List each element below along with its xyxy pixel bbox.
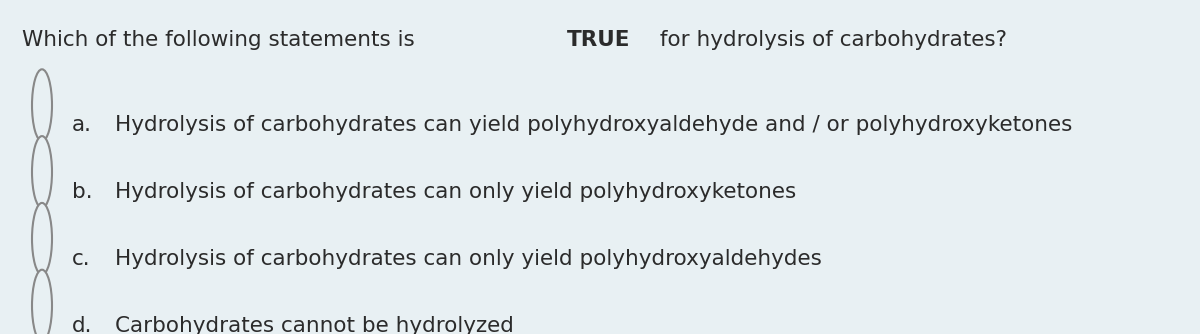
Text: Hydrolysis of carbohydrates can only yield polyhydroxyketones: Hydrolysis of carbohydrates can only yie… [115, 182, 797, 202]
Ellipse shape [32, 270, 52, 334]
Text: Hydrolysis of carbohydrates can only yield polyhydroxyaldehydes: Hydrolysis of carbohydrates can only yie… [115, 249, 822, 269]
Text: d.: d. [72, 316, 92, 334]
Text: Which of the following statements is: Which of the following statements is [22, 30, 421, 50]
Ellipse shape [32, 136, 52, 208]
Text: TRUE: TRUE [566, 30, 630, 50]
Text: a.: a. [72, 115, 92, 135]
Text: b.: b. [72, 182, 92, 202]
Text: Hydrolysis of carbohydrates can yield polyhydroxyaldehyde and / or polyhydroxyke: Hydrolysis of carbohydrates can yield po… [115, 115, 1073, 135]
Text: for hydrolysis of carbohydrates?: for hydrolysis of carbohydrates? [653, 30, 1007, 50]
Text: Carbohydrates cannot be hydrolyzed: Carbohydrates cannot be hydrolyzed [115, 316, 514, 334]
Text: c.: c. [72, 249, 91, 269]
Ellipse shape [32, 69, 52, 141]
Ellipse shape [32, 203, 52, 275]
